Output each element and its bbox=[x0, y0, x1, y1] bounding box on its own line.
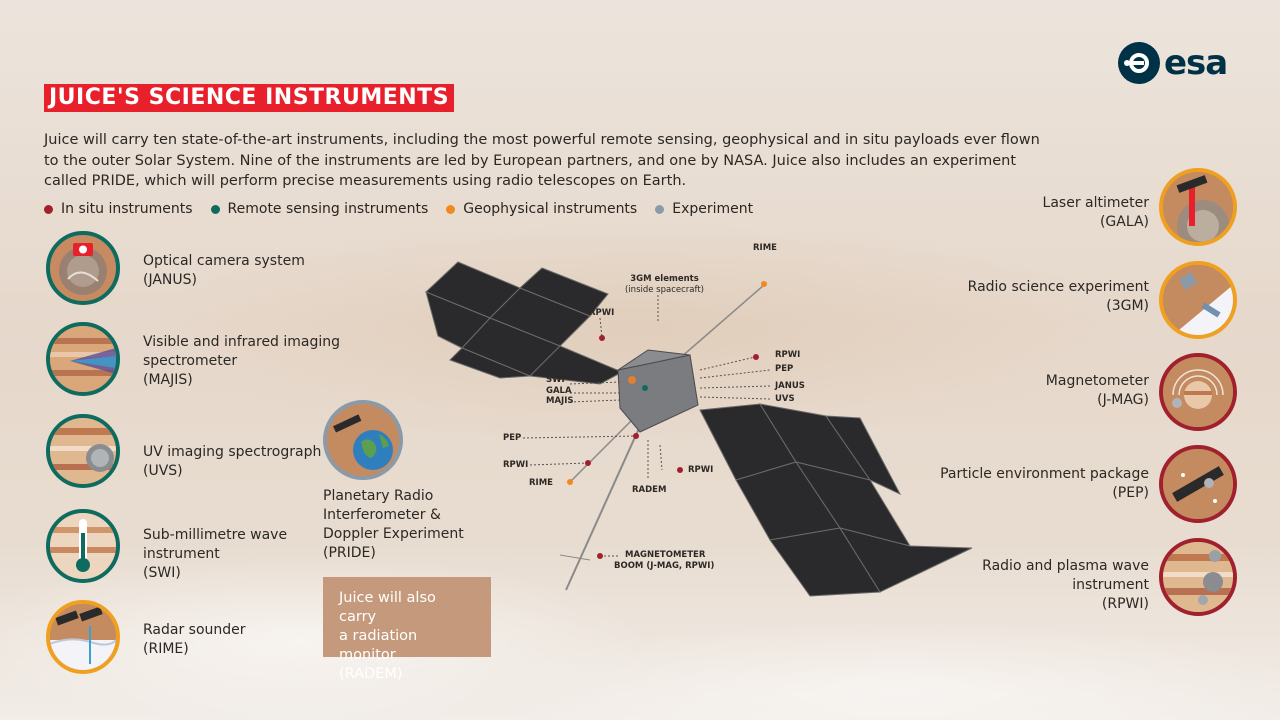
camera-icon bbox=[46, 231, 120, 305]
sc-label-majis: MAJIS bbox=[546, 396, 574, 406]
esa-logo-icon bbox=[1118, 42, 1160, 84]
label-rime: Radar sounder (RIME) bbox=[143, 622, 246, 657]
page-title: JUICE'S SCIENCE INSTRUMENTS bbox=[44, 84, 455, 112]
sc-label-rpwi-left: RPWI bbox=[503, 460, 529, 470]
sc-label-rpwi-right: RPWI bbox=[775, 350, 801, 360]
sc-label-swi: SWI bbox=[546, 375, 565, 385]
radem-box: Juice will also carry a radiation monitor… bbox=[323, 577, 491, 682]
instrument-dot bbox=[642, 385, 648, 391]
label-swi: Sub-millimetre wave instrument (SWI) bbox=[143, 527, 288, 581]
esa-logo-text: esa bbox=[1164, 43, 1228, 83]
label-gala: Laser altimeter (GALA) bbox=[1042, 195, 1149, 230]
label-rpwi: Radio and plasma wave instrument (RPWI) bbox=[982, 558, 1149, 612]
sc-label-pep-left: PEP bbox=[503, 433, 522, 443]
legend-item-in-situ: In situ instruments bbox=[44, 201, 193, 217]
sc-label-uvs: UVS bbox=[775, 394, 795, 404]
label-uvs: UV imaging spectrograph (UVS) bbox=[143, 444, 322, 479]
leader-lines bbox=[522, 295, 771, 557]
intro-text: Juice will carry ten state-of-the-art in… bbox=[44, 132, 1040, 189]
sc-label-3gm: 3GM elements (inside spacecraft) bbox=[625, 274, 704, 295]
solar-array-right bbox=[699, 403, 973, 597]
legend-dot bbox=[210, 204, 220, 214]
sc-label-pep-right: PEP bbox=[775, 364, 794, 374]
earth-icon bbox=[323, 400, 403, 480]
thermometer-icon bbox=[46, 509, 120, 583]
legend-item-experiment: Experiment bbox=[655, 201, 753, 217]
label-jmag: Magnetometer (J-MAG) bbox=[1045, 373, 1149, 408]
esa-logo: esa bbox=[1118, 42, 1228, 84]
legend: In situ instruments Remote sensing instr… bbox=[44, 201, 753, 217]
planet-icon bbox=[46, 414, 120, 488]
legend-dot bbox=[44, 204, 53, 214]
boom-cross bbox=[559, 554, 591, 561]
label-pep: Particle environment package (PEP) bbox=[940, 466, 1149, 501]
sc-label-rime-left: RIME bbox=[529, 478, 553, 488]
label-3gm: Radio science experiment (3GM) bbox=[967, 279, 1149, 314]
laser-icon bbox=[1159, 168, 1237, 246]
solar-array-left bbox=[425, 261, 624, 385]
sc-label-radem: RADEM bbox=[632, 485, 667, 495]
rime-antenna bbox=[671, 284, 765, 366]
sc-label-mag-boom: MAGNETOMETER BOOM (J-MAG, RPWI) bbox=[614, 550, 715, 571]
legend-item-remote: Remote sensing instruments bbox=[210, 201, 429, 217]
radar-icon bbox=[46, 600, 120, 674]
label-janus: Optical camera system (JANUS) bbox=[143, 253, 305, 288]
legend-item-geophysical: Geophysical instruments bbox=[446, 201, 637, 217]
radio-icon bbox=[1159, 261, 1237, 339]
legend-label: Geophysical instruments bbox=[463, 201, 638, 217]
legend-dot bbox=[446, 204, 456, 214]
legend-label: Experiment bbox=[672, 201, 754, 217]
instrument-dot bbox=[628, 376, 636, 384]
sc-label-rpwi-bottom: RPWI bbox=[688, 465, 714, 475]
label-majis: Visible and infrared imaging spectrometer… bbox=[143, 334, 341, 388]
instrument-markers bbox=[567, 281, 767, 559]
magnet-icon bbox=[1159, 353, 1237, 431]
wave-icon bbox=[1159, 538, 1237, 616]
sc-label-rime-top: RIME bbox=[753, 243, 777, 253]
particle-icon bbox=[1159, 445, 1237, 523]
magnetometer-boom bbox=[565, 414, 646, 591]
legend-dot bbox=[655, 204, 665, 214]
sc-label-janus: JANUS bbox=[775, 381, 805, 391]
prism-icon bbox=[46, 322, 120, 396]
spacecraft-top bbox=[617, 349, 691, 371]
legend-label: In situ instruments bbox=[61, 201, 193, 217]
rime-antenna-left bbox=[569, 419, 633, 483]
sc-label-rpwi-top: RPWI bbox=[589, 308, 615, 318]
label-pride: Planetary Radio Interferometer & Doppler E… bbox=[323, 488, 464, 561]
legend-label: Remote sensing instruments bbox=[227, 201, 429, 217]
sc-label-gala: GALA bbox=[546, 386, 572, 396]
